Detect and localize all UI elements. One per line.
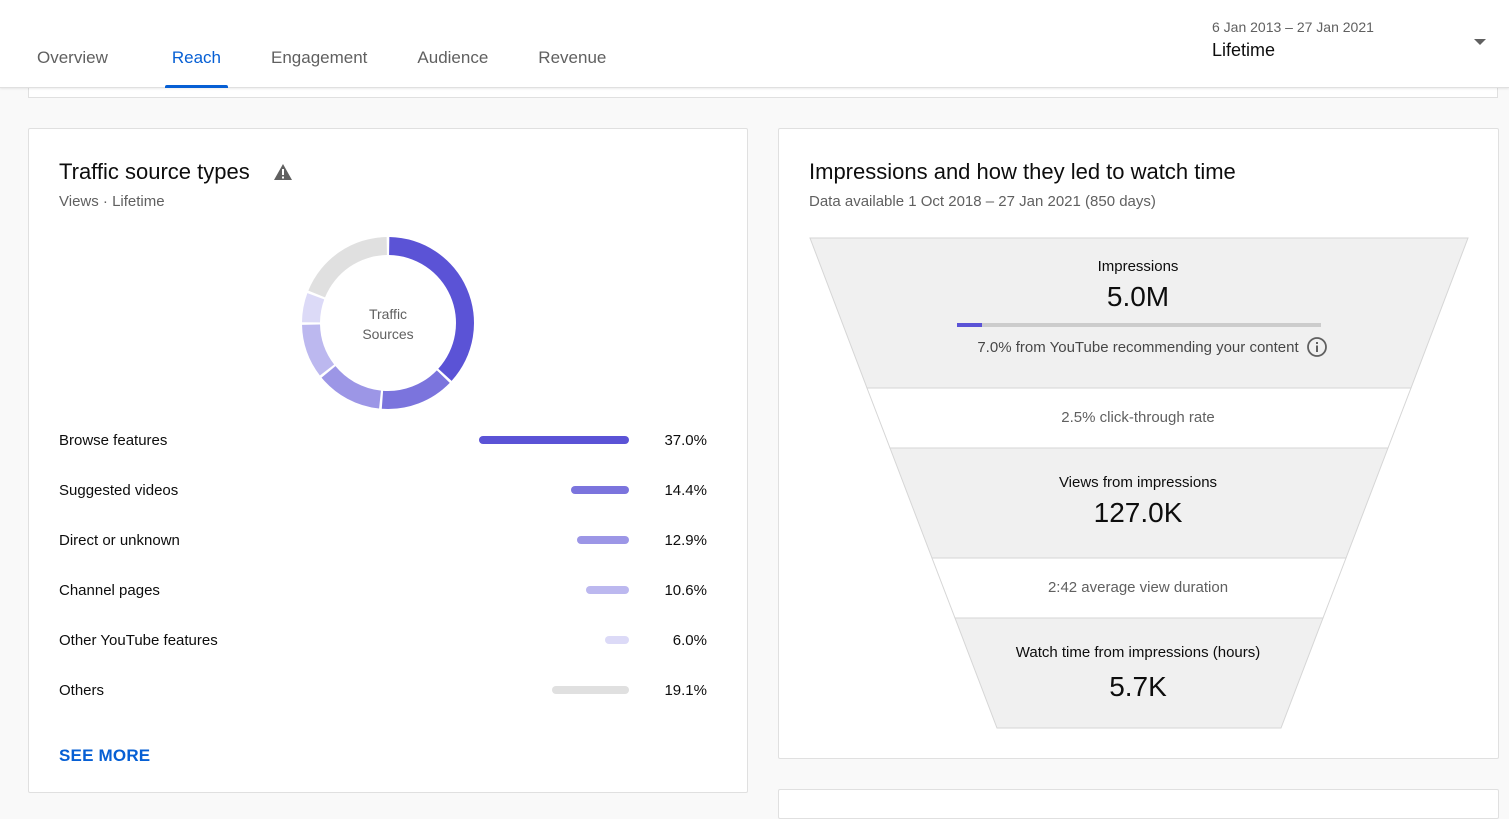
- watch-time-value: 5.7K: [1109, 671, 1167, 702]
- donut-label-line1: Traffic: [368, 306, 408, 322]
- donut-label-line2: Sources: [362, 326, 414, 342]
- traffic-row: Suggested videos 14.4%: [59, 477, 719, 507]
- traffic-row-label: Direct or unknown: [59, 532, 180, 549]
- tab-revenue[interactable]: Revenue: [538, 0, 606, 88]
- traffic-row-value: 12.9%: [664, 532, 707, 549]
- impressions-funnel: [809, 237, 1469, 729]
- traffic-row: Channel pages 10.6%: [59, 577, 719, 607]
- traffic-row-bar: [479, 436, 629, 444]
- tab-label: Revenue: [538, 48, 607, 67]
- traffic-donut-chart: [302, 237, 474, 409]
- traffic-row-bar: [571, 486, 629, 494]
- recommend-text: 7.0% from YouTube recommending your cont…: [977, 339, 1299, 356]
- tab-label: Reach: [171, 48, 221, 67]
- tab-audience[interactable]: Audience: [417, 0, 488, 88]
- see-more-button[interactable]: SEE MORE: [59, 746, 151, 765]
- traffic-row-label: Other YouTube features: [59, 632, 218, 649]
- impressions-value: 5.0M: [1106, 281, 1170, 312]
- views-value: 127.0K: [1093, 497, 1183, 528]
- donut-slice-3: [321, 366, 381, 409]
- caret-down-icon: [1474, 39, 1486, 45]
- date-range-text: 6 Jan 2013 – 27 Jan 2021: [1212, 19, 1374, 35]
- traffic-row-value: 19.1%: [664, 682, 707, 699]
- traffic-row: Browse features 37.0%: [59, 427, 719, 457]
- date-period-text: Lifetime: [1212, 40, 1276, 60]
- recommend-progress-fill: [957, 323, 982, 327]
- ctr-text: 2.5% click-through rate: [1061, 409, 1215, 426]
- tab-label: Audience: [417, 48, 489, 67]
- traffic-row-label: Channel pages: [59, 582, 160, 599]
- traffic-row-value: 10.6%: [664, 582, 707, 599]
- tab-bar: Overview Reach Engagement Audience Reven…: [0, 0, 606, 88]
- traffic-row-bar: [577, 536, 629, 544]
- tab-engagement[interactable]: Engagement: [271, 0, 367, 88]
- traffic-row-value: 37.0%: [664, 432, 707, 449]
- recommend-progress-track: [957, 323, 1321, 327]
- duration-text: 2:42 average view duration: [1047, 579, 1229, 596]
- traffic-row-value: 6.0%: [672, 632, 707, 649]
- traffic-row: Direct or unknown 12.9%: [59, 527, 719, 557]
- impressions-label: Impressions: [1097, 258, 1179, 275]
- donut-slice-1: [389, 237, 474, 381]
- traffic-row-label: Others: [59, 682, 105, 699]
- watch-time-label: Watch time from impressions (hours): [1015, 644, 1261, 661]
- tab-overview[interactable]: Overview: [37, 0, 108, 88]
- donut-slice-6: [308, 237, 387, 298]
- traffic-row-bar: [586, 586, 629, 594]
- traffic-card-title: Traffic source types: [59, 159, 250, 184]
- traffic-row-label: Browse features: [59, 432, 168, 449]
- previous-card-edge: [28, 86, 1498, 98]
- active-tab-indicator: [164, 85, 228, 88]
- traffic-row: Others 19.1%: [59, 677, 719, 707]
- impressions-card-title: Impressions and how they led to watch ti…: [809, 159, 1236, 184]
- traffic-row-bar: [552, 686, 629, 694]
- traffic-card-subtitle: Views · Lifetime: [59, 193, 165, 210]
- donut-slice-4: [302, 324, 335, 376]
- traffic-row-label: Suggested videos: [59, 482, 179, 499]
- next-card-edge: [778, 789, 1499, 819]
- tab-label: Overview: [37, 48, 108, 67]
- views-label: Views from impressions: [1058, 474, 1218, 491]
- traffic-row: Other YouTube features 6.0%: [59, 627, 719, 657]
- date-range-picker[interactable]: 6 Jan 2013 – 27 Jan 2021 Lifetime: [1212, 19, 1492, 61]
- impressions-funnel-card: Impressions and how they led to watch ti…: [778, 128, 1499, 759]
- donut-slice-2: [381, 370, 450, 409]
- warning-icon[interactable]: [273, 163, 293, 181]
- traffic-row-bar: [605, 636, 629, 644]
- tab-label: Engagement: [271, 48, 368, 67]
- donut-slice-5: [302, 293, 325, 323]
- info-icon[interactable]: [1306, 336, 1328, 358]
- donut-center-label: Traffic Sources: [328, 304, 448, 344]
- tab-reach[interactable]: Reach: [164, 0, 228, 88]
- impressions-card-subtitle: Data available 1 Oct 2018 – 27 Jan 2021 …: [809, 193, 1156, 210]
- traffic-source-card: Traffic source types Views · Lifetime Tr…: [28, 128, 748, 793]
- top-bar: Overview Reach Engagement Audience Reven…: [0, 0, 1509, 88]
- funnel-watchtime-segment: [954, 617, 1324, 729]
- traffic-row-value: 14.4%: [664, 482, 707, 499]
